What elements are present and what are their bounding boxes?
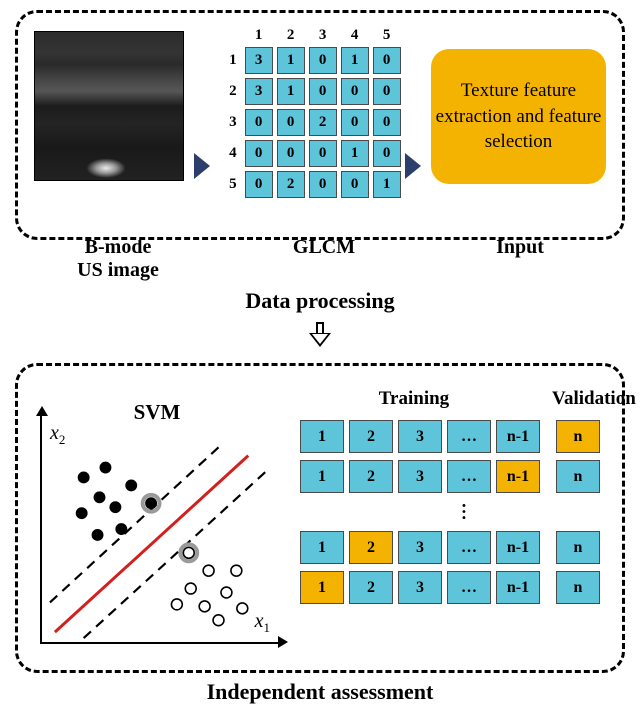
input-box: Texture feature extraction and feature s…	[431, 49, 606, 184]
input-box-text: Texture feature extraction and feature s…	[431, 78, 606, 155]
glcm-cell: 0	[277, 109, 305, 136]
glcm-cell: 1	[341, 140, 369, 167]
training-header: Training	[304, 388, 524, 410]
arrow-icon	[194, 153, 210, 179]
glcm-cell: 3	[245, 78, 273, 105]
glcm-row-header: 1	[221, 52, 241, 69]
cv-cell: 2	[349, 420, 393, 453]
cv-cell: 1	[300, 531, 344, 564]
glcm-cell: 0	[277, 140, 305, 167]
section-data-processing: Data processing	[15, 288, 625, 314]
data-processing-panel: 12345 131010231000300200400010502001 Tex…	[15, 10, 625, 240]
arrow-icon	[405, 153, 421, 179]
cv-cell: n-1	[496, 571, 540, 604]
glcm-row-header: 2	[221, 83, 241, 100]
glcm-col-header: 2	[277, 27, 305, 44]
cv-cell: n-1	[496, 460, 540, 493]
glcm-cell: 1	[373, 171, 401, 198]
cv-row: 123…n-1 n	[300, 531, 636, 564]
cv-row: 123…n-1 n	[300, 420, 636, 453]
glcm-cell: 0	[309, 140, 337, 167]
glcm-cell: 1	[277, 78, 305, 105]
glcm-cell: 0	[245, 171, 273, 198]
validation-header: Validation	[552, 388, 636, 410]
cv-cell: 2	[349, 571, 393, 604]
glcm-cell: 0	[341, 171, 369, 198]
cv-cell: 1	[300, 571, 344, 604]
glcm-cell: 2	[277, 171, 305, 198]
glcm-cell: 0	[245, 140, 273, 167]
svm-plot: x2 x1	[40, 414, 280, 644]
glcm-col-header: 1	[245, 27, 273, 44]
section-independent-assessment: Independent assessment	[15, 679, 625, 705]
glcm-col-header: 3	[309, 27, 337, 44]
cv-cell: 2	[349, 531, 393, 564]
cv-cell: 3	[398, 571, 442, 604]
cv-cell: n	[556, 460, 600, 493]
glcm-matrix: 12345 131010231000300200400010502001	[221, 31, 401, 202]
cv-cell: …	[447, 460, 491, 493]
cv-row: 123…n-1 n	[300, 571, 636, 604]
cv-cell: 2	[349, 460, 393, 493]
glcm-col-header: 4	[341, 27, 369, 44]
cv-row: 123…n-1 n	[300, 460, 636, 493]
cv-cell: …	[447, 571, 491, 604]
glcm-cell: 0	[373, 109, 401, 136]
glcm-cell: 0	[373, 78, 401, 105]
glcm-cell: 3	[245, 47, 273, 74]
glcm-cell: 0	[309, 171, 337, 198]
cv-cell: n	[556, 531, 600, 564]
glcm-cell: 0	[309, 78, 337, 105]
glcm-cell: 0	[373, 140, 401, 167]
down-arrow-icon	[15, 322, 625, 353]
us-label-2: US image	[77, 259, 159, 281]
top-labels-row: B-mode US image GLCM Input	[15, 236, 625, 282]
glcm-cell: 1	[277, 47, 305, 74]
cv-cell: n	[556, 420, 600, 453]
glcm-cell: 0	[245, 109, 273, 136]
glcm-cell: 0	[341, 109, 369, 136]
glcm-cell: 0	[373, 47, 401, 74]
glcm-cell: 0	[341, 78, 369, 105]
cv-cell: 1	[300, 460, 344, 493]
cv-cell: n-1	[496, 420, 540, 453]
cv-cell: n-1	[496, 531, 540, 564]
us-image	[34, 31, 184, 181]
glcm-cell: 1	[341, 47, 369, 74]
independent-assessment-panel: SVM x2 x1 Training Validation 123…n-1n12…	[15, 363, 625, 673]
cv-cell: 3	[398, 531, 442, 564]
cv-cell: 3	[398, 460, 442, 493]
cv-cell: 3	[398, 420, 442, 453]
cv-cell: …	[447, 420, 491, 453]
glcm-cell: 0	[309, 47, 337, 74]
glcm-row-header: 5	[221, 176, 241, 193]
cv-cell: …	[447, 531, 491, 564]
glcm-row-header: 3	[221, 114, 241, 131]
cv-ellipsis: …	[457, 503, 478, 523]
glcm-row-header: 4	[221, 145, 241, 162]
cv-cell: n	[556, 571, 600, 604]
glcm-cell: 2	[309, 109, 337, 136]
cv-cell: 1	[300, 420, 344, 453]
cross-validation-area: Training Validation 123…n-1n123…n-1n…123…	[300, 388, 636, 611]
glcm-col-header: 5	[373, 27, 401, 44]
